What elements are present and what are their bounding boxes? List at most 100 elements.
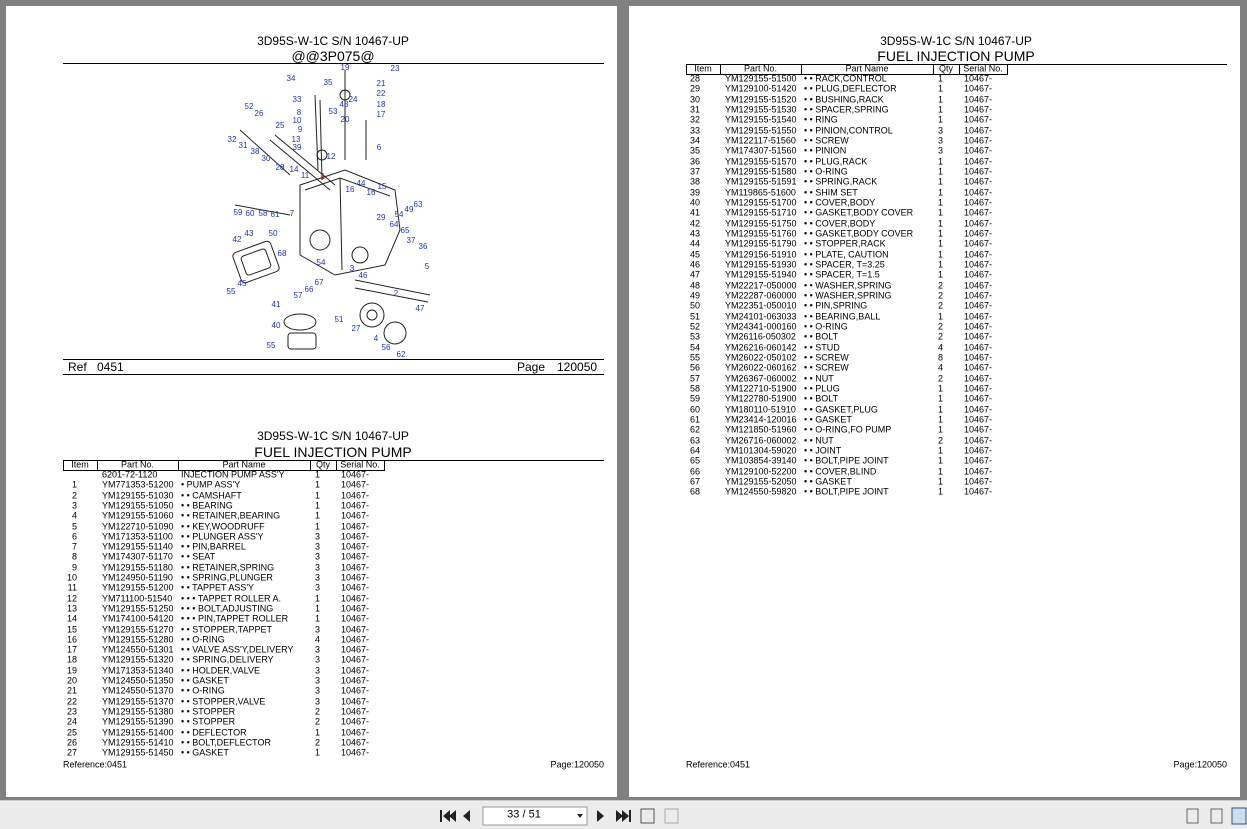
qty: 1 [938, 207, 944, 218]
callout: 16 [345, 185, 355, 194]
callout: 63 [413, 200, 423, 209]
forward-view-button[interactable] [664, 808, 679, 824]
qty: 1 [938, 166, 944, 177]
column-header: Part Name [845, 63, 889, 74]
part-name: INJECTION PUMP ASS'Y [181, 469, 285, 480]
part-name: • • GASKET [181, 747, 229, 758]
callout: 68 [277, 249, 287, 258]
bearing [359, 302, 385, 328]
item: 18 [66, 654, 77, 665]
serial: 10467- [964, 466, 993, 477]
part-name: • • WASHER,SPRING [804, 290, 892, 301]
last-page-button[interactable] [616, 810, 631, 822]
first-page-button[interactable] [440, 810, 456, 822]
serial: 10467- [341, 727, 370, 737]
serial: 10467- [964, 476, 993, 487]
item: 20 [66, 675, 77, 686]
part-name: • • O-RING [181, 634, 225, 645]
part-no: YM171353-51100 [102, 531, 173, 542]
page-dropdown[interactable] [577, 814, 583, 818]
part-no: YM129155-51750 [725, 218, 797, 229]
item: 12 [66, 593, 77, 604]
part-no: YM129156-51910 [725, 249, 797, 260]
part-name: • • SPRING,DELIVERY [181, 654, 274, 665]
callout: 10 [292, 116, 302, 125]
part-no: YM26116-050302 [725, 331, 796, 342]
part-no: YM129100-51420 [725, 83, 797, 94]
continuous-button[interactable] [1210, 808, 1223, 824]
serial: 10467- [964, 238, 993, 249]
item: 15 [66, 624, 77, 634]
serial: 10467- [341, 562, 370, 573]
part-name: • • RACK,CONTROL [804, 73, 887, 84]
part-no: YM24101-063033 [725, 311, 797, 322]
qty: 1 [938, 455, 944, 466]
serial: 10467- [964, 383, 993, 394]
callout: 8 [296, 108, 302, 117]
part-name: • • JOINT [804, 445, 842, 456]
serial: 10467- [341, 634, 370, 645]
item: 66 [689, 466, 700, 477]
item: 4 [71, 510, 77, 521]
qty: 2 [938, 290, 944, 301]
callout: 15 [377, 182, 387, 191]
item: 14 [66, 613, 77, 624]
item: 52 [689, 321, 700, 332]
part-name: • • GASKET,BODY COVER [804, 228, 914, 239]
item: 58 [689, 383, 700, 394]
serial: 10467- [964, 166, 993, 177]
two-page-button[interactable] [1231, 807, 1247, 825]
part-name: • • GASKET,PLUG [804, 404, 878, 415]
qty: 1 [938, 228, 944, 239]
column-header: Qty [315, 459, 331, 470]
bolts [234, 129, 291, 216]
qty: 1 [938, 187, 944, 198]
item: 67 [689, 476, 700, 487]
callout: 59 [233, 208, 243, 217]
page-subtitle: @@3P075@ [291, 48, 375, 64]
next-page-button[interactable] [597, 810, 604, 822]
footer-page: Page:120050 [1173, 759, 1227, 770]
part-no: YM26022-050102 [725, 352, 797, 363]
part-no: YM129155-51200 [102, 582, 174, 593]
item: 22 [66, 696, 77, 707]
serial: 10467- [964, 94, 993, 105]
qty: 3 [315, 562, 321, 573]
callout: 12 [326, 152, 336, 161]
serial: 10467- [964, 414, 993, 425]
serial: 10467- [341, 654, 370, 665]
item: 47 [689, 269, 700, 280]
qty: 1 [938, 94, 944, 105]
item: 29 [689, 83, 700, 94]
page-box[interactable] [482, 806, 588, 826]
serial: 10467- [964, 197, 993, 208]
serial: 10467- [341, 541, 370, 552]
serial: 10467- [964, 207, 993, 218]
qty: 1 [938, 238, 944, 249]
prev-page-button[interactable] [463, 810, 470, 822]
page-indicator[interactable]: 33 / 51 [507, 808, 541, 821]
part-no: YM129155-51390 [102, 716, 174, 727]
qty: 1 [938, 249, 944, 260]
part-name: • • PINION [804, 145, 847, 156]
item: 24 [66, 716, 77, 727]
serial: 10467- [341, 510, 370, 521]
part-name: • • BUSHING,RACK [804, 94, 884, 105]
part-name: • • STOPPER,VALVE [181, 696, 266, 707]
item: 16 [66, 634, 77, 645]
footer-reference: Reference:0451 [686, 759, 751, 770]
single-page-button[interactable] [1186, 808, 1199, 824]
qty: 1 [315, 479, 321, 490]
part-no: YM129155-51550 [725, 125, 797, 136]
rule [63, 359, 604, 360]
part-no: 6201-72-1120 [102, 469, 158, 480]
part-no: YM129155-51280 [102, 634, 174, 645]
qty: 3 [938, 135, 944, 146]
qty: 1 [938, 197, 944, 208]
part-no: YM124550-51301 [102, 644, 174, 655]
part-no: YM129155-51520 [725, 94, 797, 105]
back-view-button[interactable] [640, 808, 655, 824]
part-name: • • SPACER,SPRING [804, 104, 889, 115]
part-no: YM129155-51500 [725, 73, 797, 84]
qty: 3 [315, 654, 321, 665]
